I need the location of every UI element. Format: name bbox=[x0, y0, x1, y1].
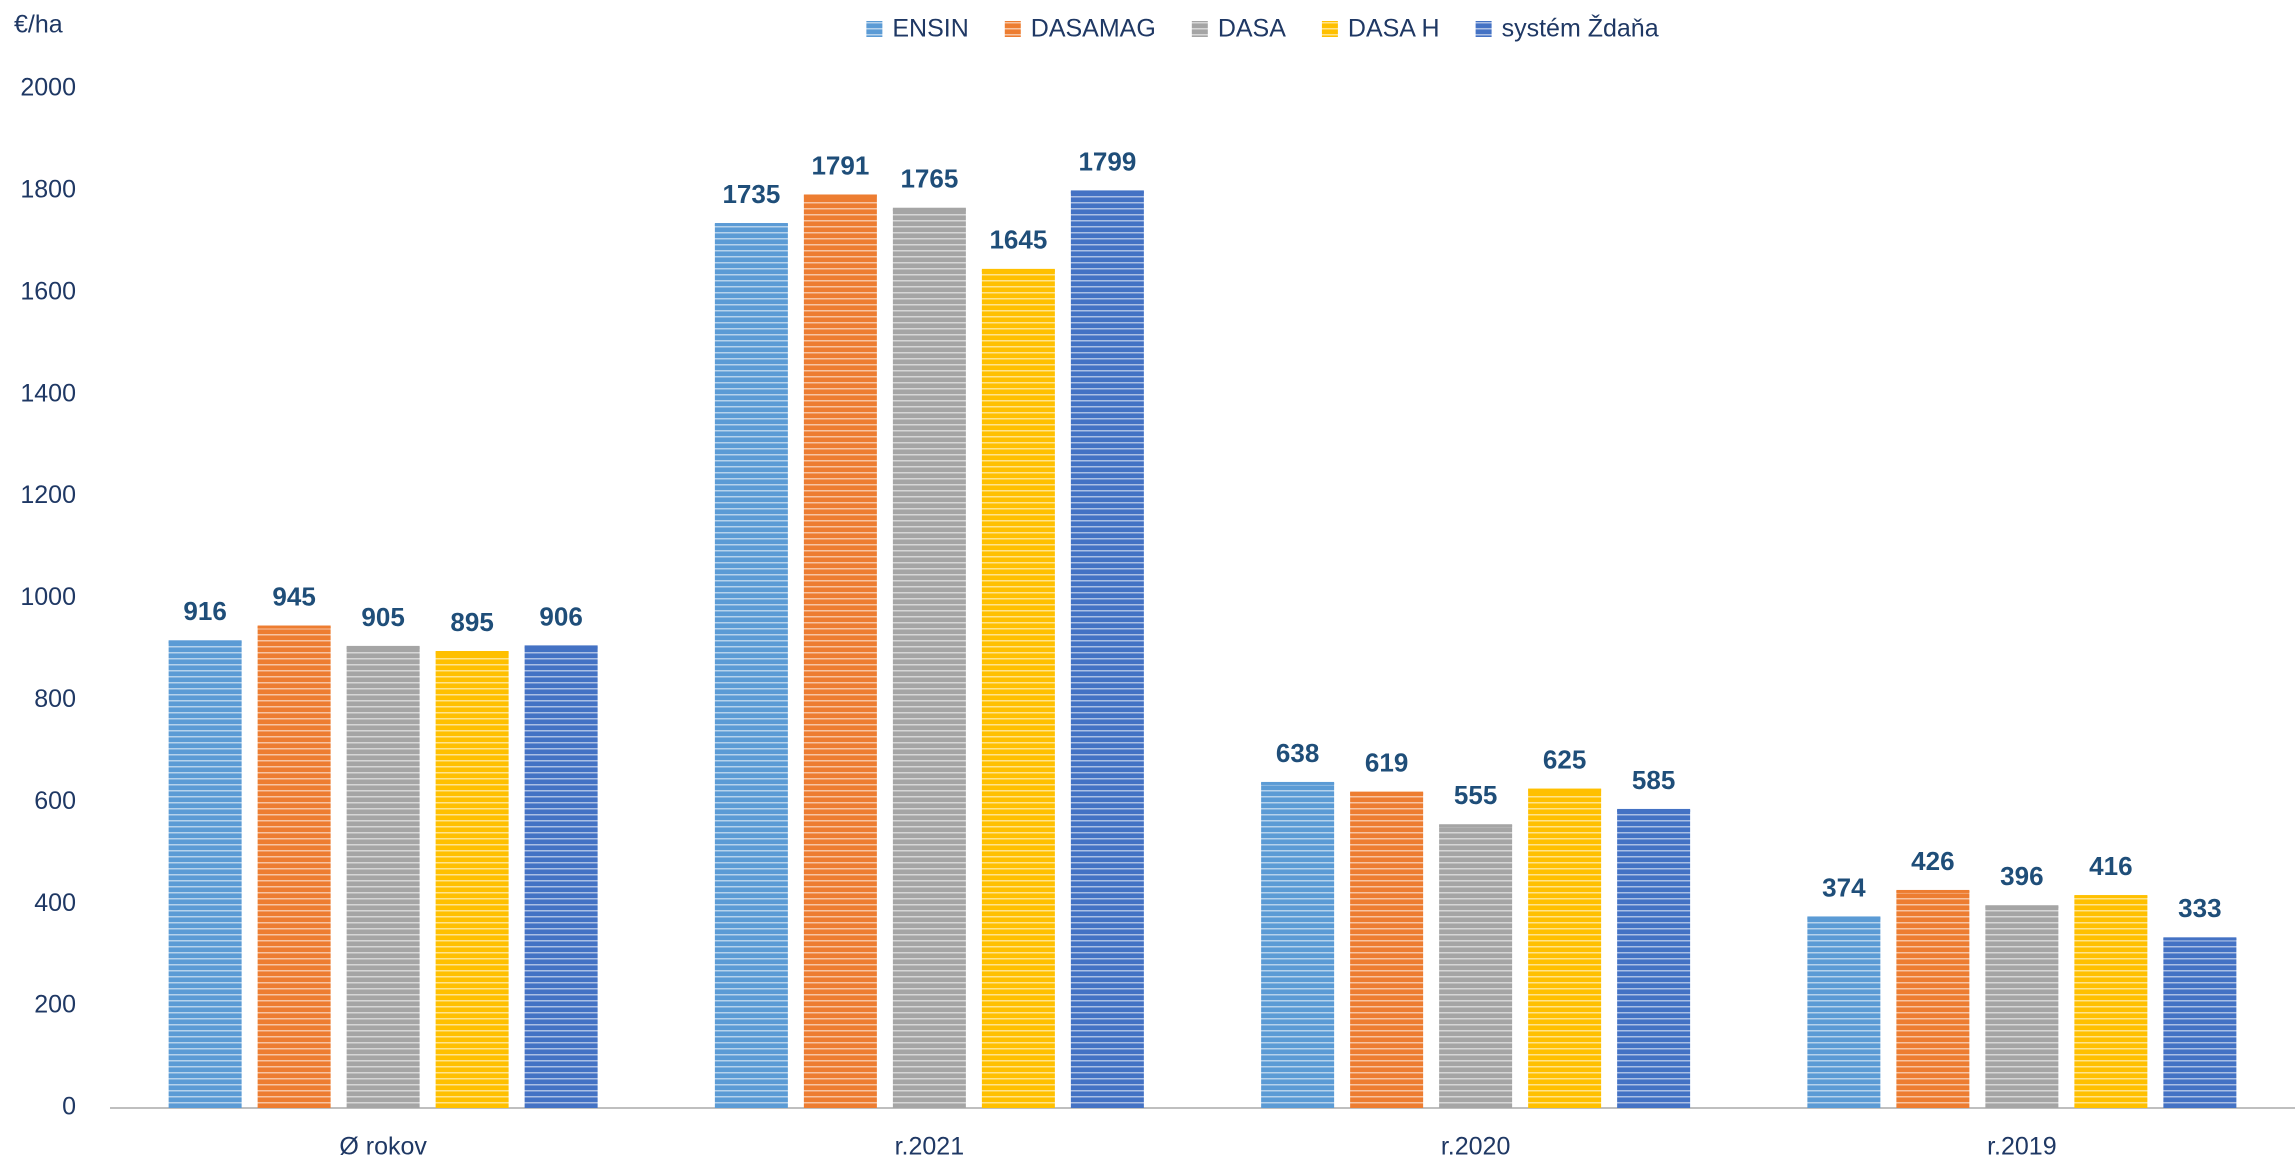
y-axis-label: €/ha bbox=[14, 11, 63, 39]
bar-top bbox=[168, 640, 242, 644]
bar bbox=[1528, 789, 1602, 1108]
bar-top bbox=[257, 625, 331, 629]
y-tick-label: 1000 bbox=[20, 583, 76, 611]
data-label: 416 bbox=[2089, 851, 2132, 881]
y-tick-label: 600 bbox=[34, 787, 76, 815]
y-tick-label: 1600 bbox=[20, 277, 76, 305]
bar-top bbox=[892, 207, 966, 211]
data-label: 333 bbox=[2178, 893, 2221, 923]
data-label: 895 bbox=[450, 607, 493, 637]
y-tick-label: 2000 bbox=[20, 74, 76, 102]
data-label: 1735 bbox=[722, 179, 780, 209]
legend-label: DASA H bbox=[1348, 15, 1440, 43]
bar bbox=[2074, 896, 2148, 1108]
y-tick-label: 1800 bbox=[20, 176, 76, 204]
bar-top bbox=[1896, 889, 1970, 893]
data-label: 555 bbox=[1454, 780, 1497, 810]
data-label: 374 bbox=[1822, 872, 1866, 902]
legend-item: DASA H bbox=[1321, 15, 1440, 43]
legend-swatch bbox=[1004, 21, 1021, 37]
bar-top bbox=[714, 223, 788, 227]
data-label: 638 bbox=[1276, 738, 1319, 768]
x-tick-label: Ø rokov bbox=[339, 1133, 427, 1161]
bar bbox=[981, 269, 1055, 1108]
bar-top bbox=[1439, 824, 1513, 828]
legend-label: systém Ždaňa bbox=[1502, 14, 1659, 43]
data-label: 1645 bbox=[989, 225, 1047, 255]
legend-label: DASA bbox=[1218, 15, 1286, 43]
bar bbox=[1985, 906, 2059, 1108]
bar-top bbox=[981, 268, 1055, 272]
data-label: 906 bbox=[539, 601, 582, 631]
data-label: 916 bbox=[183, 596, 226, 626]
legend-label: DASAMAG bbox=[1031, 15, 1156, 43]
data-label: 426 bbox=[1911, 846, 1954, 876]
legend-item: ENSIN bbox=[866, 15, 969, 43]
bar-top bbox=[1985, 905, 2059, 909]
bar-top bbox=[346, 645, 420, 649]
bar-top bbox=[803, 194, 877, 198]
x-tick-label: r.2020 bbox=[1441, 1133, 1511, 1161]
bar bbox=[346, 646, 420, 1108]
data-label: 1765 bbox=[900, 164, 958, 194]
bar-top bbox=[1528, 788, 1602, 792]
legend-swatch bbox=[866, 21, 883, 37]
bar-top bbox=[1807, 916, 1881, 920]
y-tick-label: 0 bbox=[62, 1093, 76, 1121]
bar-top bbox=[435, 650, 509, 654]
bar bbox=[803, 195, 877, 1109]
bar bbox=[168, 641, 242, 1108]
bar bbox=[892, 208, 966, 1109]
bar bbox=[1807, 917, 1881, 1108]
legend-item: systém Ždaňa bbox=[1475, 14, 1659, 43]
legend-label: ENSIN bbox=[892, 15, 968, 43]
legend-swatch bbox=[1321, 21, 1338, 37]
x-tick-label: r.2021 bbox=[895, 1133, 965, 1161]
legend-item: DASA bbox=[1191, 15, 1286, 43]
bar-top bbox=[1261, 781, 1335, 785]
y-tick-label: 400 bbox=[34, 889, 76, 917]
y-tick-label: 200 bbox=[34, 991, 76, 1019]
bar bbox=[1070, 191, 1144, 1109]
bar bbox=[435, 651, 509, 1108]
bar bbox=[524, 646, 598, 1108]
y-tick-label: 1200 bbox=[20, 481, 76, 509]
bar bbox=[714, 224, 788, 1108]
y-tick-label: 800 bbox=[34, 685, 76, 713]
data-label: 1791 bbox=[811, 150, 869, 180]
x-tick-label: r.2019 bbox=[1987, 1133, 2057, 1161]
data-label: 945 bbox=[272, 581, 315, 611]
bar bbox=[1896, 890, 1970, 1108]
y-tick-label: 1400 bbox=[20, 379, 76, 407]
bar bbox=[1617, 809, 1691, 1108]
bar bbox=[1261, 782, 1335, 1108]
data-label: 619 bbox=[1365, 747, 1408, 777]
legend-swatch bbox=[1475, 21, 1492, 37]
bar bbox=[1350, 792, 1424, 1108]
bar-top bbox=[2074, 895, 2148, 899]
legend-item: DASAMAG bbox=[1004, 15, 1156, 43]
bar-top bbox=[524, 645, 598, 649]
bar bbox=[1439, 825, 1513, 1108]
data-label: 585 bbox=[1632, 765, 1675, 795]
bar-top bbox=[2163, 937, 2237, 941]
bar-top bbox=[1617, 808, 1691, 812]
bar-top bbox=[1070, 190, 1144, 194]
legend-swatch bbox=[1191, 21, 1208, 37]
bar bbox=[2163, 938, 2237, 1108]
bar-top bbox=[1350, 791, 1424, 795]
data-label: 396 bbox=[2000, 861, 2043, 891]
data-label: 1799 bbox=[1078, 146, 1136, 176]
bar bbox=[257, 626, 331, 1108]
data-label: 905 bbox=[361, 602, 404, 632]
data-label: 625 bbox=[1543, 744, 1586, 774]
